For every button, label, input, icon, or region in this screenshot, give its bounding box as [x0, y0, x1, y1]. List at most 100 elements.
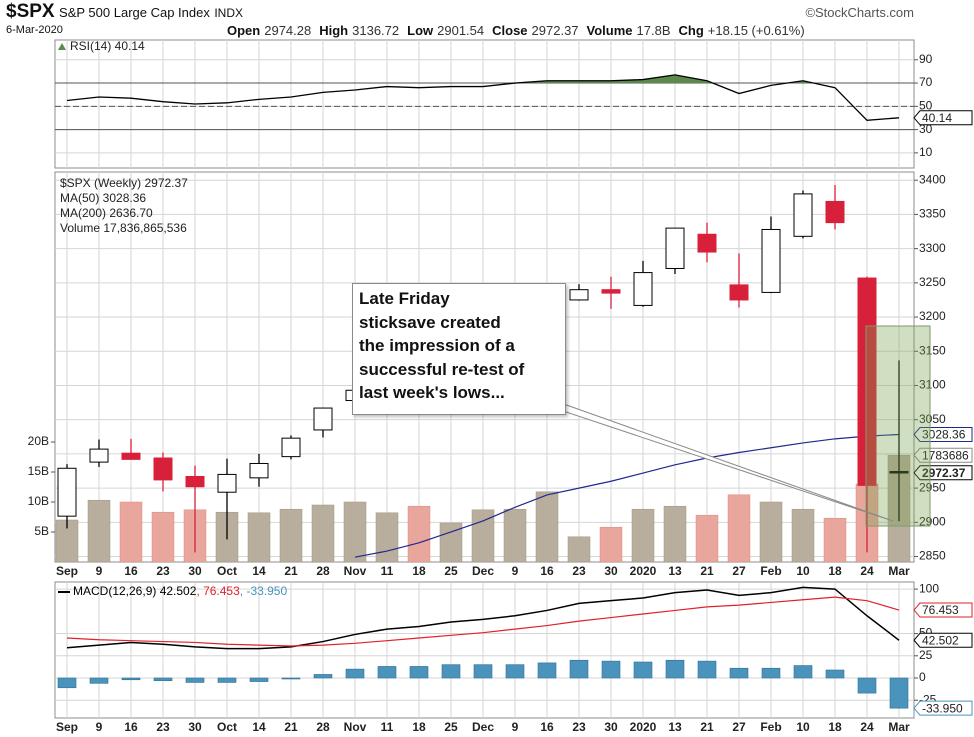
macd-name: MACD(12,26,9) 42.502 [73, 584, 197, 598]
candle-body [857, 277, 877, 486]
x-tick-label: 27 [732, 564, 746, 578]
x-tick-label: 21 [284, 564, 298, 578]
x-tick-label: 18 [412, 720, 426, 734]
quote-label: Chg [678, 23, 704, 38]
histogram-bar [377, 666, 397, 679]
quote-row: Open 2974.28 High 3136.72 Low 2901.54 Close 297… [227, 23, 813, 38]
volume-bar [151, 511, 175, 562]
value-tag [913, 447, 973, 463]
value-tag-label: 2972.37 [922, 466, 966, 480]
x-tick-label: Dec [472, 720, 494, 734]
value-tag-label: 40.14 [922, 111, 952, 125]
x-tick-label: 24 [860, 564, 874, 578]
x-tick-label: 23 [572, 564, 586, 578]
y-tick-label: 5B [34, 524, 49, 538]
histogram-bar [345, 668, 365, 679]
histogram-bar [889, 677, 909, 709]
histogram-bar [185, 677, 205, 683]
price-title: $SPX (Weekly) 2972.37 [60, 176, 188, 190]
candle-body [153, 457, 173, 481]
quote-label: Volume [586, 23, 633, 38]
y-tick-label: 100 [919, 581, 939, 595]
quote-label: High [319, 23, 349, 38]
x-tick-label: 21 [700, 564, 714, 578]
value-tag-label: 3028.36 [922, 428, 966, 442]
y-tick-label: 3100 [919, 378, 946, 392]
rsi-overbought-area [67, 74, 899, 84]
rsi-line [66, 74, 900, 121]
y-tick-label: 90 [919, 52, 933, 66]
index-name: S&P 500 Large Cap Index [59, 5, 210, 20]
histogram-bar [313, 674, 333, 679]
histogram-bar [601, 660, 621, 679]
x-tick-label: Dec [472, 564, 494, 578]
plot [55, 185, 911, 562]
histogram-bar [89, 677, 109, 684]
volume-bar [663, 505, 687, 562]
candle-body [89, 448, 109, 463]
x-tick-label: 23 [156, 720, 170, 734]
volume-bar [87, 499, 111, 562]
volume-bar [343, 501, 367, 562]
y-tick-label: 3200 [919, 309, 946, 323]
x-tick-label: 21 [284, 720, 298, 734]
volume-bar [727, 494, 751, 562]
quote-value: 2972.37 [531, 23, 579, 38]
value-tag-label: 42.502 [922, 633, 959, 647]
x-tick-label: Mar [888, 720, 910, 734]
panel [54, 39, 915, 169]
histogram-bar [857, 677, 877, 694]
histogram-bar [793, 665, 813, 679]
header-title: $SPX S&P 500 Large Cap Index INDX [6, 1, 243, 23]
annotation-line: last week's lows... [359, 383, 505, 402]
exchange: INDX [214, 6, 243, 20]
y-tick-label: 50 [919, 98, 933, 112]
volume-bar [119, 501, 143, 562]
y-tick-label: 0 [919, 670, 926, 684]
macd-line [66, 596, 900, 647]
y-tick-label: 2950 [919, 480, 946, 494]
annotation-line: sticksave created [359, 312, 501, 332]
x-tick-label: 10 [796, 720, 810, 734]
x-tick-label: 9 [96, 564, 103, 578]
quote-value: 2901.54 [437, 23, 485, 38]
candle-body [889, 470, 909, 474]
macd-line [66, 586, 900, 650]
histogram-bar [281, 677, 301, 680]
candle-body [761, 228, 781, 293]
y-tick-label: 3250 [919, 275, 946, 289]
candle-body [601, 289, 621, 294]
histogram-bar [409, 666, 429, 679]
candle-body [569, 289, 589, 301]
legend-ma50: MA(50) 3028.36 [60, 191, 146, 205]
histogram-bar [569, 659, 589, 679]
x-tick-label: Oct [217, 564, 237, 578]
source: ©StockCharts.com [805, 5, 914, 20]
x-tick-label: 28 [316, 564, 330, 578]
volume-bar [631, 508, 655, 562]
candle-body [729, 284, 749, 301]
volume-bar [279, 508, 303, 562]
histogram-bar [729, 667, 749, 679]
highlight-zone [865, 325, 931, 527]
quote-value: 3136.72 [352, 23, 400, 38]
x-tick-label: 23 [572, 720, 586, 734]
x-tick-label: 13 [668, 720, 682, 734]
x-tick-label: 11 [381, 564, 394, 578]
y-tick-label: 70 [919, 75, 933, 89]
histogram-bar [505, 664, 525, 679]
volume-bar [439, 522, 463, 562]
x-tick-label: 9 [96, 720, 103, 734]
x-tick-label: 16 [124, 720, 138, 734]
annotation-line: the impression of a [359, 336, 515, 355]
volume-bar [823, 517, 847, 562]
histogram-bar [153, 677, 173, 681]
x-tick-label: 18 [828, 720, 842, 734]
value-tag [913, 602, 973, 618]
candle-body [281, 437, 301, 458]
volume-bar [247, 512, 271, 562]
volume-bar [311, 504, 335, 562]
x-tick-label: 24 [860, 720, 874, 734]
histogram-bar [665, 659, 685, 679]
